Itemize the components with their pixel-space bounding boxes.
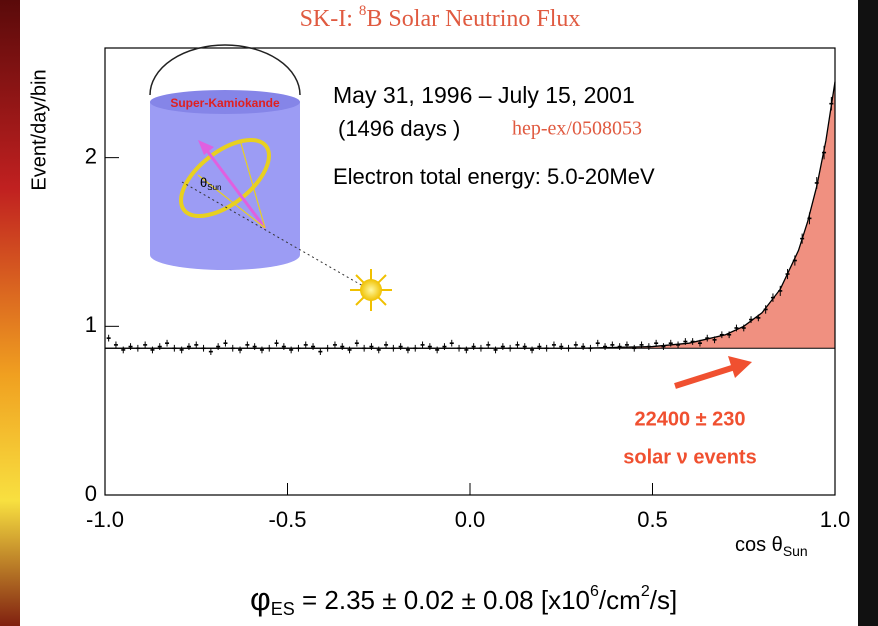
reference-annotation: hep-ex/0508053 (512, 118, 642, 140)
y-axis-label: Event/day/bin (28, 69, 50, 190)
flux-formula: φES = 2.35 ± 0.02 ± 0.08 [x106/cm2/s] (250, 581, 677, 618)
days-annotation: (1496 days ) (338, 116, 460, 141)
x-tick-label: 0.5 (637, 507, 668, 532)
y-tick-label: 1 (85, 312, 97, 337)
slide-edge (0, 0, 22, 626)
detector-label: Super-Kamiokande (170, 96, 280, 110)
y-tick-label: 0 (85, 481, 97, 506)
x-tick-label: -1.0 (86, 507, 124, 532)
x-tick-label: -0.5 (269, 507, 307, 532)
x-tick-label: 1.0 (820, 507, 851, 532)
y-tick-label: 2 (85, 143, 97, 168)
energy-annotation: Electron total energy: 5.0-20MeV (333, 164, 655, 189)
events-count: 22400 ± 230 (634, 408, 745, 430)
page: SK-I: 8B Solar Neutrino Flux Event/day/b… (0, 0, 878, 626)
x-tick-label: 0.0 (455, 507, 486, 532)
period-annotation: May 31, 1996 – July 15, 2001 (333, 82, 635, 108)
events-label: solar ν events (623, 446, 756, 468)
chart-title: SK-I: 8B Solar Neutrino Flux (300, 3, 581, 31)
chart: SK-I: 8B Solar Neutrino Flux Event/day/b… (0, 0, 878, 626)
